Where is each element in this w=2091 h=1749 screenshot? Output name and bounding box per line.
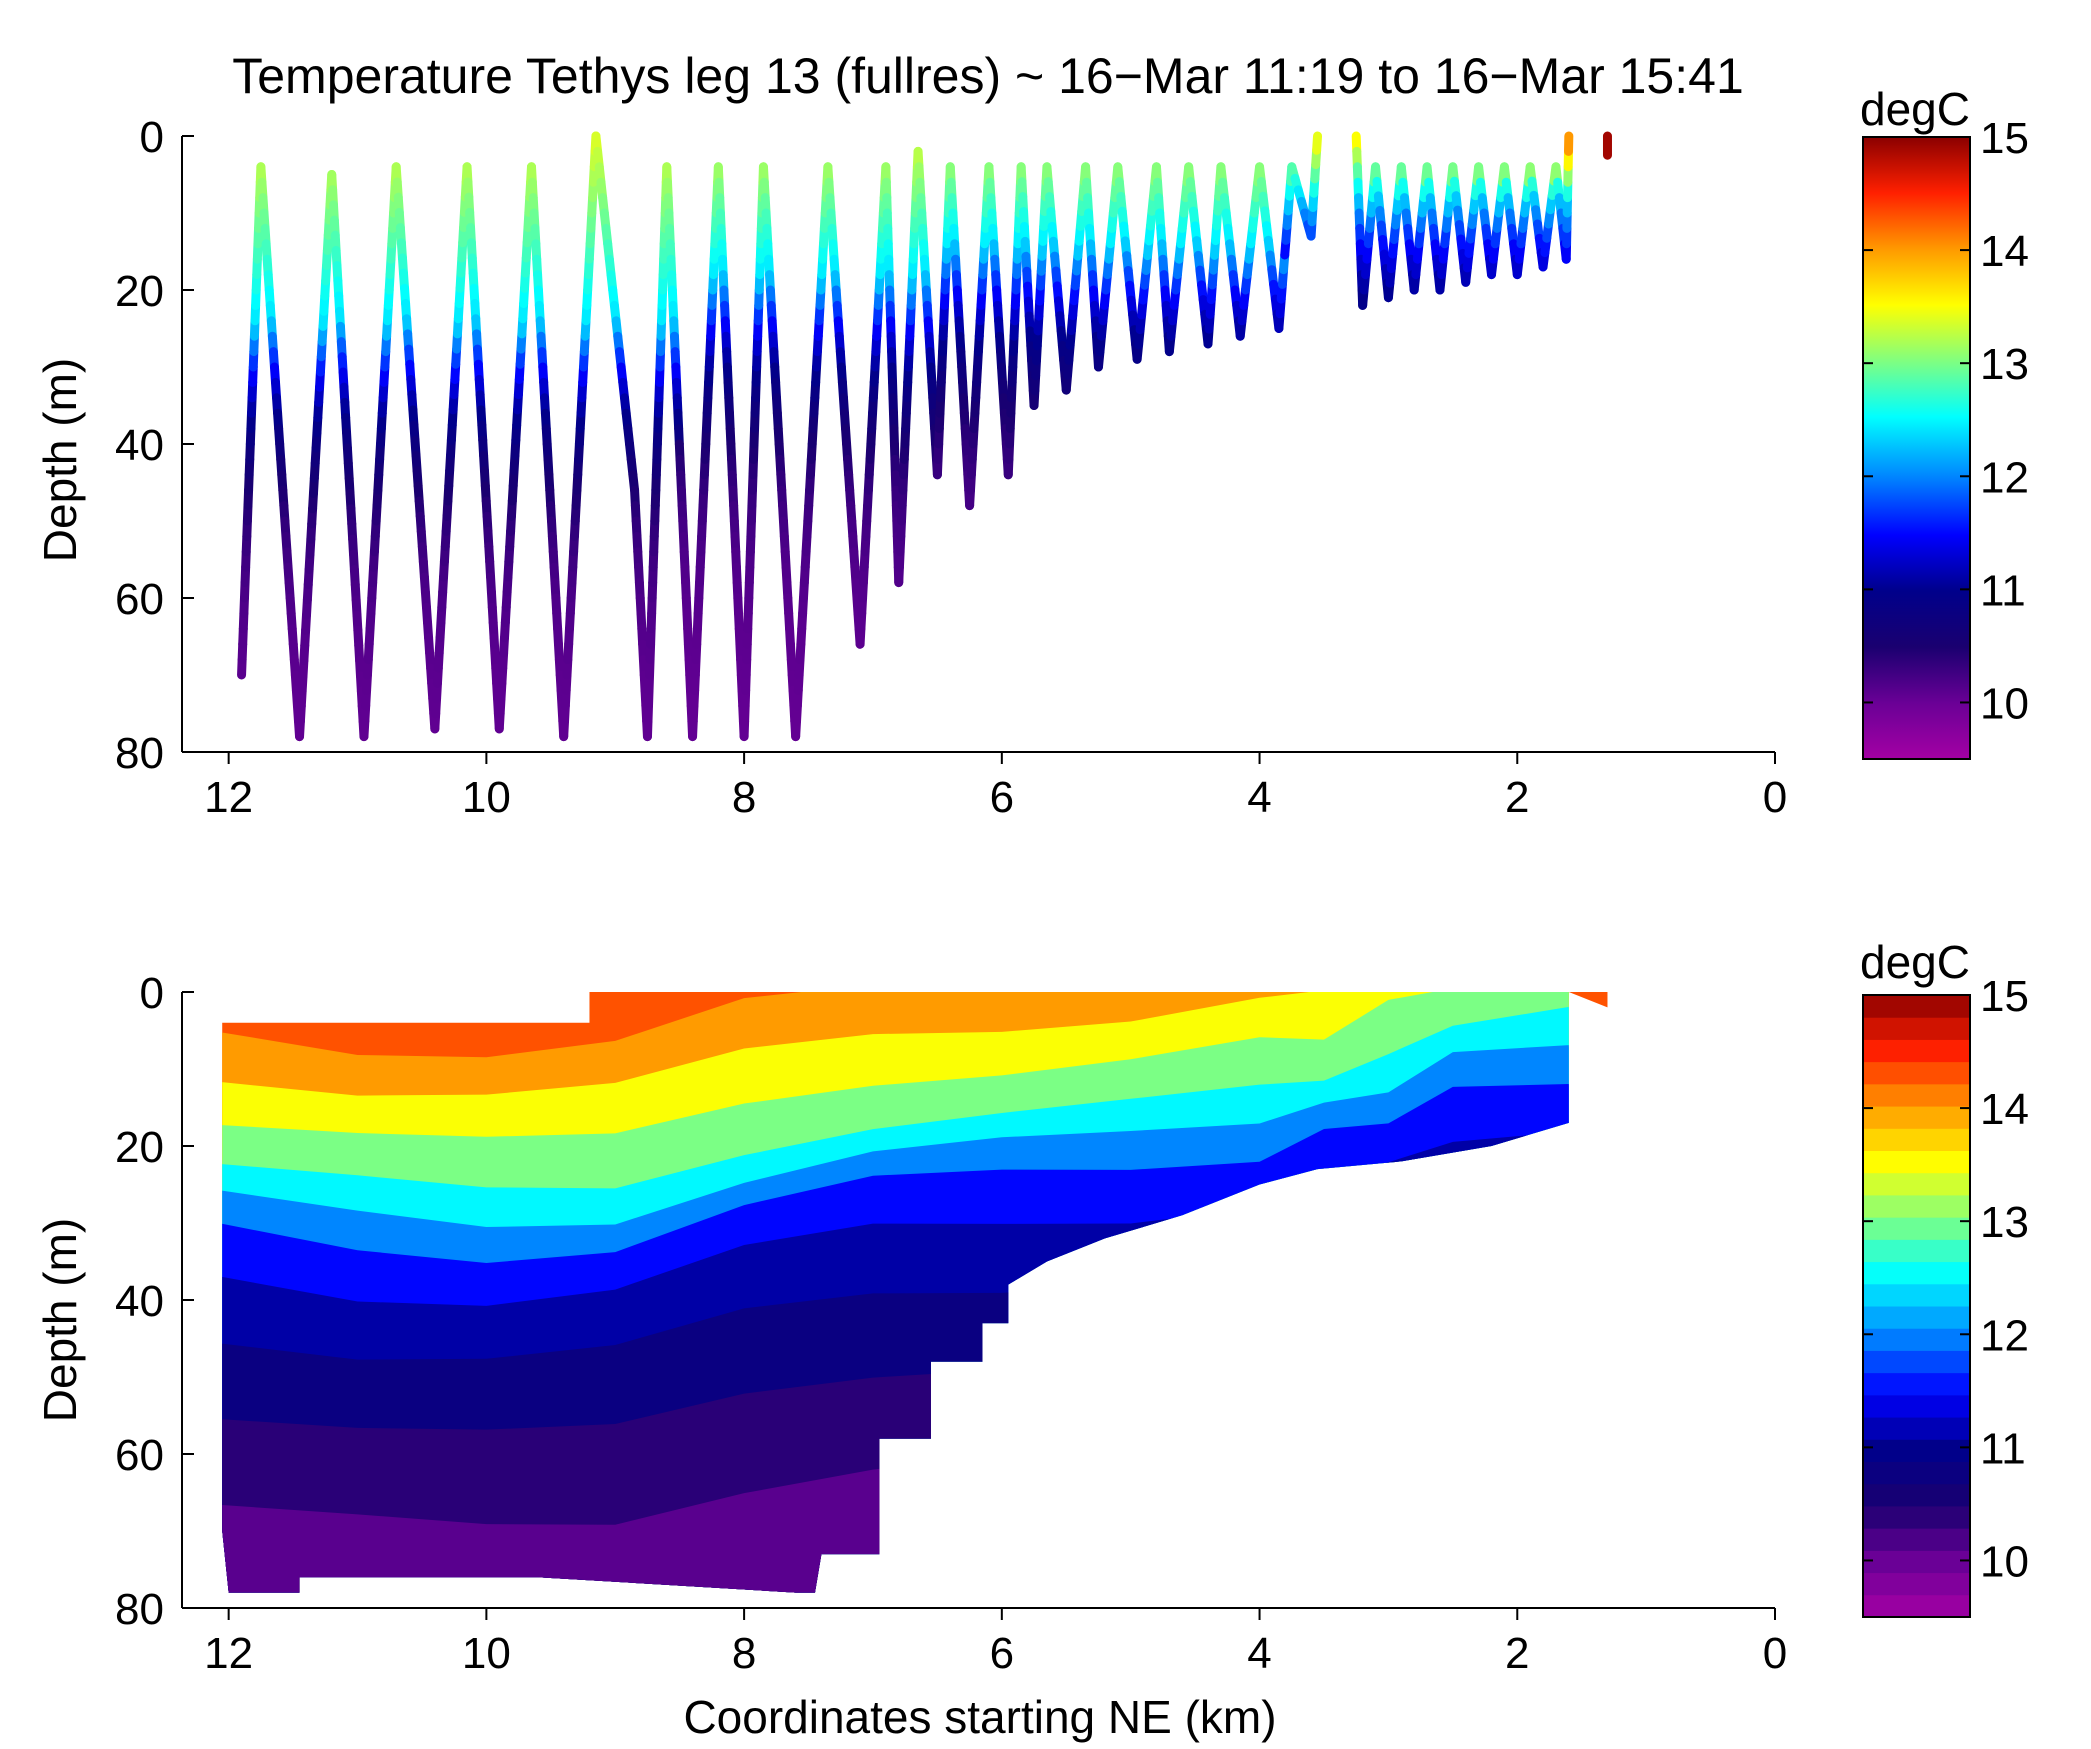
- colorbar-steps: [1863, 995, 1970, 1618]
- x-tick-label: 4: [1247, 773, 1271, 822]
- y-tick-label: 80: [115, 729, 164, 778]
- y-tick-label: 60: [115, 1431, 164, 1480]
- y-axis-label: Depth (m): [34, 358, 86, 562]
- colorbar-step: [1863, 1550, 1970, 1574]
- x-tick-label: 10: [462, 1629, 511, 1678]
- y-tick-label: 0: [140, 113, 164, 162]
- colorbar-tick-label: 14: [1980, 1085, 2029, 1134]
- x-tick-label: 12: [204, 773, 253, 822]
- contour-bands: [222, 992, 1608, 1593]
- x-tick-label: 12: [204, 1629, 253, 1678]
- colorbar-step: [1863, 1172, 1970, 1196]
- colorbar-tick-label: 10: [1980, 679, 2029, 728]
- y-tick-label: 20: [115, 267, 164, 316]
- colorbar-step: [1863, 1239, 1970, 1263]
- colorbar-step: [1863, 1461, 1970, 1485]
- y-tick-label: 20: [115, 1123, 164, 1172]
- colorbar-step: [1863, 1217, 1970, 1240]
- colorbar-gradient: [1862, 136, 1971, 760]
- colorbar-step: [1863, 1350, 1970, 1374]
- y-tick-label: 60: [115, 575, 164, 624]
- colorbar-step: [1863, 1439, 1970, 1462]
- x-tick-label: 0: [1763, 1629, 1787, 1678]
- colorbar-step: [1863, 1328, 1970, 1351]
- x-tick-label: 8: [732, 1629, 756, 1678]
- temperature-track: [237, 131, 1612, 742]
- colorbar-tick-label: 15: [1980, 114, 2029, 163]
- colorbar-step: [1863, 1194, 1970, 1218]
- y-axis-label: Depth (m): [34, 1218, 86, 1422]
- colorbar-step: [1863, 1505, 1970, 1529]
- colorbar-tick-label: 12: [1980, 1311, 2029, 1360]
- colorbar-step: [1863, 1394, 1970, 1418]
- track-segment: [1312, 131, 1323, 155]
- colorbar-tick-label: 11: [1980, 566, 2026, 615]
- colorbar-step: [1863, 1150, 1970, 1174]
- colorbar-step: [1863, 1594, 1970, 1618]
- x-tick-label: 8: [732, 773, 756, 822]
- colorbar-frame: [1862, 994, 1971, 1618]
- colorbar-step: [1863, 1083, 1970, 1107]
- colorbar-step: [1863, 1261, 1970, 1285]
- colorbar-tick-label: 11: [1980, 1424, 2026, 1473]
- x-tick-label: 10: [462, 773, 511, 822]
- colorbar-step: [1863, 995, 1970, 1018]
- chart-title: Temperature Tethys leg 13 (fullres) ~ 16…: [232, 48, 1744, 104]
- y-tick-label: 40: [115, 1277, 164, 1326]
- colorbar-step: [1863, 1483, 1970, 1507]
- colorbar-step: [1863, 1017, 1970, 1040]
- x-axis-label: Coordinates starting NE (km): [683, 1691, 1276, 1743]
- x-tick-label: 4: [1247, 1629, 1271, 1678]
- colorbar-tick-label: 13: [1980, 340, 2029, 389]
- colorbar-step: [1863, 1417, 1970, 1440]
- x-tick-label: 6: [990, 773, 1014, 822]
- x-tick-label: 2: [1505, 773, 1529, 822]
- colorbar-tick-label: 14: [1980, 227, 2029, 276]
- y-tick-label: 0: [140, 969, 164, 1018]
- y-tick-label: 80: [115, 1585, 164, 1634]
- colorbar-label: degC: [1860, 83, 1970, 135]
- colorbar-step: [1863, 1306, 1970, 1329]
- colorbar-step: [1863, 1039, 1970, 1063]
- x-tick-label: 0: [1763, 773, 1787, 822]
- colorbar-tick-label: 15: [1980, 972, 2029, 1021]
- colorbar-ticks: 10 11 12 13 14 15: [1863, 114, 2029, 728]
- colorbar-bottom: degC 10 11 12 13 14 15: [1860, 936, 2029, 1618]
- x-tick-label: 2: [1505, 1629, 1529, 1678]
- colorbar-step: [1863, 1528, 1970, 1551]
- colorbar-step: [1863, 1061, 1970, 1085]
- y-tick-label: 40: [115, 421, 164, 470]
- colorbar-tick-label: 12: [1980, 453, 2029, 502]
- colorbar-step: [1863, 1572, 1970, 1596]
- temperature-contours: [222, 992, 1608, 1593]
- colorbar-step: [1863, 1283, 1970, 1307]
- top-panel: Temperature Tethys leg 13 (fullres) ~ 16…: [34, 48, 2029, 822]
- colorbar-step: [1863, 1106, 1970, 1129]
- colorbar-tick-label: 13: [1980, 1198, 2029, 1247]
- colorbar-ticks: 10 11 12 13 14 15: [1863, 972, 2029, 1586]
- colorbar-label: degC: [1860, 936, 1970, 988]
- colorbar-tick-label: 10: [1980, 1537, 2029, 1586]
- colorbar-step: [1863, 1128, 1970, 1151]
- colorbar-step: [1863, 1372, 1970, 1396]
- colorbar-top: degC 10 11 12 13 14 15: [1860, 83, 2029, 760]
- x-tick-label: 6: [990, 1629, 1014, 1678]
